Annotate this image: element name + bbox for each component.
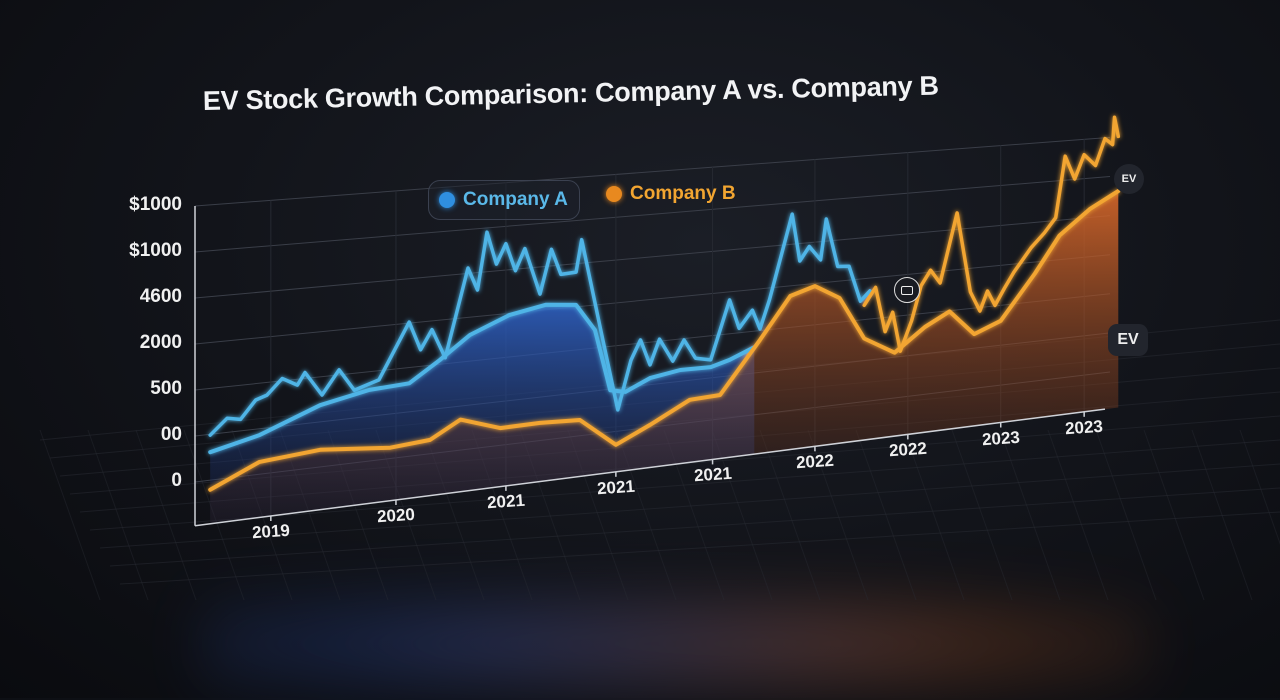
floor-gridline — [1095, 429, 1157, 601]
area-fills — [210, 191, 1119, 524]
floor-gridline — [807, 429, 869, 601]
y-tick-label: $1000 — [129, 194, 182, 215]
company-b-dot-icon — [606, 186, 622, 202]
floor-gridline — [999, 429, 1061, 601]
ev-badge-top: EV — [1114, 164, 1144, 194]
camera-marker-icon — [894, 277, 920, 303]
x-tick-label: 2021 — [692, 464, 733, 486]
axes — [194, 206, 1106, 527]
floor-gridline — [109, 487, 1280, 567]
floor-gridline — [89, 439, 1280, 531]
y-gridline — [194, 215, 1111, 299]
y-tick-label: $1000 — [129, 240, 182, 261]
y-tick-label: 4600 — [139, 286, 182, 307]
area-company-b — [210, 191, 1119, 524]
x-tick-label: 2019 — [251, 520, 291, 543]
x-axis-line — [194, 408, 1106, 527]
x-tick-label: 2021 — [596, 476, 636, 499]
y-gridline — [194, 136, 1111, 207]
series-line-company-b-trend — [208, 189, 1121, 492]
legend-label-company-b: Company B — [630, 183, 736, 204]
floor-gridline — [1047, 429, 1109, 601]
ev-badge-side: EV — [1108, 324, 1148, 356]
floor-gridline — [951, 429, 1013, 601]
series-line-company-b-price — [862, 115, 1121, 353]
floor-gridline — [1191, 429, 1253, 601]
floor-gridline — [1239, 429, 1280, 545]
x-tick-label: 2022 — [795, 451, 835, 473]
series-line-company-a-price — [208, 212, 872, 437]
floor-gridline — [135, 429, 197, 601]
y-tick-label: 500 — [150, 378, 182, 399]
floor-gridline — [759, 429, 821, 601]
floor-gridline — [87, 429, 149, 601]
legend-label-company-a: Company A — [463, 189, 568, 210]
x-tick-label: 2021 — [486, 490, 526, 513]
floor-gridline — [855, 429, 917, 601]
series-lines — [208, 115, 1121, 492]
company-a-dot-icon — [439, 192, 455, 208]
y-gridline — [194, 293, 1111, 391]
y-tick-label: 0 — [171, 470, 182, 491]
x-tick-label: 2023 — [1064, 416, 1104, 439]
series-line-company-a-trend — [208, 302, 757, 455]
chart-reflection — [200, 560, 1150, 700]
floor-gridline — [39, 429, 101, 601]
floor-gridline — [99, 463, 1280, 549]
y-gridline — [194, 176, 1111, 253]
floor-gridline — [1143, 429, 1205, 601]
x-tick-label: 2020 — [376, 504, 416, 527]
floor-gridline — [119, 511, 1280, 585]
legend-item-company-a[interactable]: Company A — [428, 180, 580, 220]
x-tick-label: 2023 — [981, 427, 1021, 449]
legend-item-company-b[interactable]: Company B — [606, 180, 736, 208]
y-gridline — [194, 254, 1111, 345]
y-tick-label: 2000 — [139, 332, 182, 353]
y-tick-label: 00 — [160, 424, 182, 445]
floor-gridline — [903, 429, 965, 601]
x-tick-label: 2022 — [888, 439, 928, 461]
